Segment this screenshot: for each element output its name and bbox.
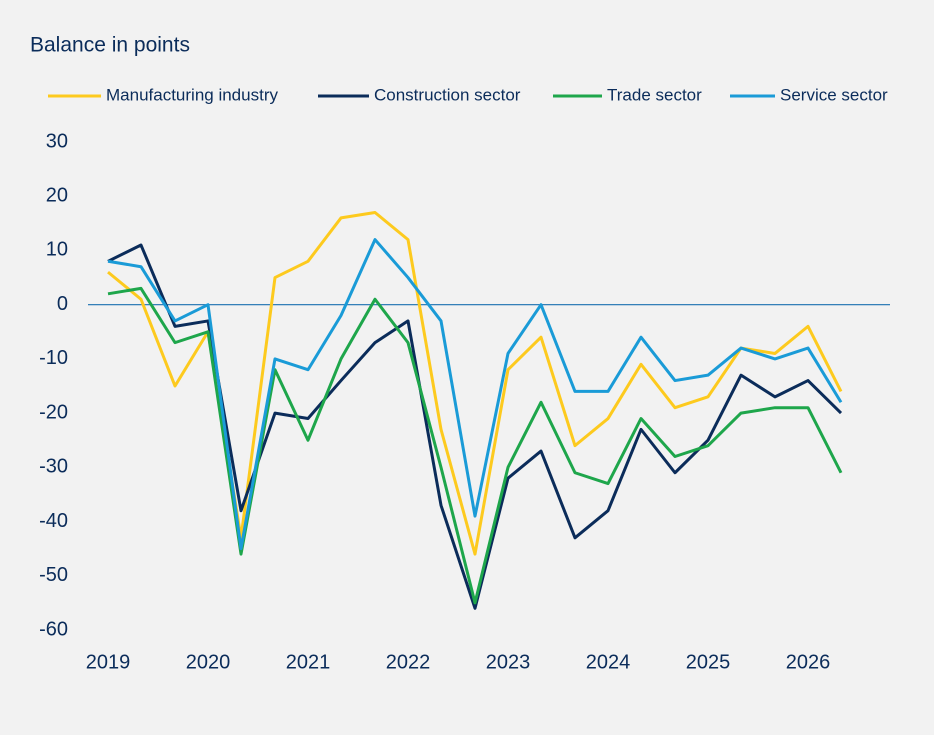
x-tick-label: 2023 <box>486 651 531 673</box>
legend-label: Construction sector <box>374 85 521 104</box>
y-tick-label: -40 <box>39 510 68 532</box>
x-tick-label: 2019 <box>86 651 131 673</box>
x-tick-label: 2026 <box>786 651 831 673</box>
x-tick-label: 2025 <box>686 651 731 673</box>
y-tick-label: -10 <box>39 347 68 369</box>
y-tick-label: 30 <box>46 130 68 152</box>
legend-label: Service sector <box>780 85 888 104</box>
chart-title: Balance in points <box>30 34 190 57</box>
series-line <box>107 243 843 610</box>
x-tick-label: 2020 <box>186 651 231 673</box>
legend-label: Trade sector <box>607 85 702 104</box>
x-tick-label: 2024 <box>586 651 631 673</box>
series-line <box>107 286 843 605</box>
series-line <box>107 238 843 551</box>
y-tick-label: 0 <box>57 293 68 315</box>
y-tick-label: -60 <box>39 618 68 640</box>
y-tick-label: -50 <box>39 564 68 586</box>
y-tick-label: -20 <box>39 401 68 423</box>
y-tick-label: -30 <box>39 456 68 478</box>
x-tick-label: 2021 <box>286 651 331 673</box>
y-tick-label: 20 <box>46 185 68 207</box>
y-tick-label: 10 <box>46 239 68 261</box>
x-tick-label: 2022 <box>386 651 431 673</box>
legend-label: Manufacturing industry <box>106 85 278 104</box>
